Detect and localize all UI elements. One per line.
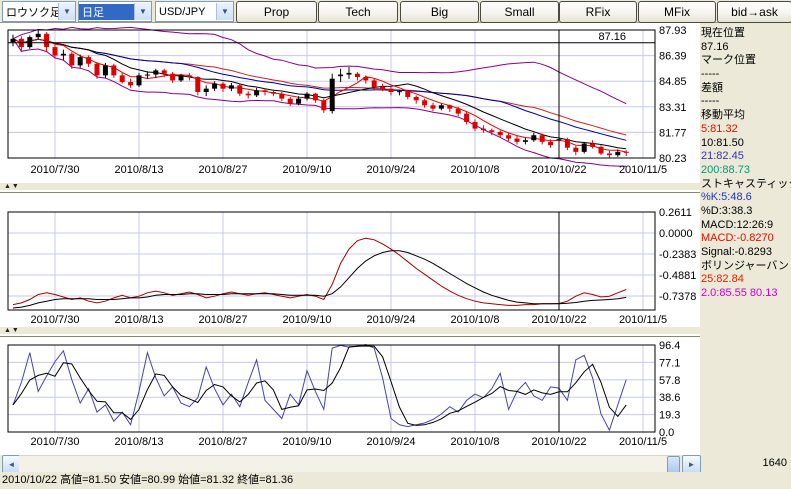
svg-text:2010/10/8: 2010/10/8: [451, 436, 500, 448]
svg-text:87.93: 87.93: [659, 25, 687, 37]
svg-text:2010/7/30: 2010/7/30: [31, 314, 80, 326]
svg-text:2010/8/13: 2010/8/13: [115, 314, 164, 326]
svg-text:81.77: 81.77: [659, 127, 687, 139]
svg-text:2010/9/10: 2010/9/10: [283, 164, 332, 176]
sidebar-value-line: %K:5:48.6: [701, 191, 752, 204]
sidebar-value-line: -----: [701, 68, 720, 81]
sidebar-value-line: 5:81.32: [701, 122, 738, 135]
svg-text:77.1: 77.1: [659, 357, 680, 369]
chart-type-select[interactable]: ロウソク足 ▼: [2, 1, 76, 22]
svg-text:0.0: 0.0: [659, 427, 674, 439]
sidebar-value-line: 25:82.84: [701, 273, 744, 286]
splitter-updown-icon[interactable]: ▲▼: [4, 327, 20, 334]
select-value: 日足: [79, 3, 134, 20]
toolbar-button-bidask[interactable]: bid→ask: [717, 1, 791, 23]
svg-text:2010/10/22: 2010/10/22: [531, 164, 586, 176]
svg-text:0.2611: 0.2611: [659, 207, 692, 219]
svg-text:2010/10/8: 2010/10/8: [451, 164, 500, 176]
sidebar-value-line: 2.0:85.55 80.13: [701, 287, 778, 300]
timeframe-select[interactable]: 日足 ▼: [78, 1, 152, 22]
svg-text:2010/7/30: 2010/7/30: [31, 164, 80, 176]
svg-text:84.85: 84.85: [659, 76, 687, 88]
svg-text:2010/8/27: 2010/8/27: [199, 436, 248, 448]
svg-text:2010/10/22: 2010/10/22: [531, 436, 586, 448]
toolbar-button-small[interactable]: Small: [480, 1, 559, 23]
sidebar-value-line: 現在位置: [701, 27, 745, 39]
svg-text:-0.4881: -0.4881: [659, 270, 696, 282]
scrollbar-track[interactable]: [19, 455, 680, 475]
svg-text:2010/9/24: 2010/9/24: [367, 314, 416, 326]
svg-text:2010/8/27: 2010/8/27: [199, 164, 248, 176]
svg-text:38.6: 38.6: [659, 392, 680, 404]
indicator-value-sidebar: 現在位置 87.16 マーク位置 ----- 差額 ----- 移動平均 5:81.32 10:…: [701, 27, 791, 455]
sidebar-value-line: MACD:-0.8270: [701, 232, 774, 245]
price-chart-canvas[interactable]: 87.16 2010/7/30 2010/8/13 2010/8/27 2010/9/1…: [0, 23, 700, 183]
svg-text:2010/11/5: 2010/11/5: [619, 164, 667, 176]
svg-text:2010/8/27: 2010/8/27: [199, 314, 248, 326]
sidebar-value-line: マーク位置: [701, 54, 756, 67]
toolbar-button-prop[interactable]: Prop: [236, 1, 317, 23]
svg-text:2010/11/5: 2010/11/5: [619, 436, 667, 448]
splitter-updown-icon[interactable]: ▲▼: [4, 183, 20, 190]
svg-text:19.3: 19.3: [659, 410, 680, 422]
sidebar-value-line: Signal:-0.8293: [701, 246, 772, 258]
svg-text:2010/10/22: 2010/10/22: [531, 314, 586, 326]
sidebar-value-line: ボリンジャーバンド: [701, 259, 791, 272]
svg-text:57.8: 57.8: [659, 375, 680, 387]
chevron-down-icon[interactable]: ▼: [216, 3, 233, 20]
currency-pair-select[interactable]: USD/JPY ▼: [155, 1, 234, 22]
sidebar-value-line: 21:82.45: [701, 150, 744, 163]
sidebar-value-line: 200:88.73: [701, 163, 750, 176]
svg-text:2010/7/30: 2010/7/30: [31, 436, 80, 448]
svg-text:-0.7378: -0.7378: [659, 291, 696, 303]
svg-text:2010/9/24: 2010/9/24: [367, 436, 416, 448]
sidebar-value-line: %D:3:38.3: [701, 204, 753, 217]
svg-text:2010/9/24: 2010/9/24: [367, 164, 416, 176]
svg-text:83.31: 83.31: [659, 102, 687, 114]
chart-column: 87.16 2010/7/30 2010/8/13 2010/8/27 2010/9/1…: [0, 23, 700, 455]
svg-text:2010/8/13: 2010/8/13: [115, 436, 164, 448]
svg-text:86.39: 86.39: [659, 51, 687, 63]
sidebar-value-line: MACD:12:26:9: [701, 218, 774, 231]
svg-text:2010/11/5: 2010/11/5: [619, 314, 667, 326]
toolbar-button-big[interactable]: Big: [400, 1, 479, 23]
record-counter: 1640: [762, 457, 787, 469]
svg-text:2010/10/8: 2010/10/8: [451, 314, 500, 326]
horizontal-scrollbar: ◄ ► 1640: [0, 455, 791, 475]
svg-text:80.23: 80.23: [659, 153, 687, 165]
status-bar: 2010/10/22 高値=81.50 安値=80.99 始値=81.32 終値…: [0, 472, 791, 489]
macd-chart-canvas[interactable]: 2010/7/30 2010/8/13 2010/8/27 2010/9/10 2010…: [0, 192, 700, 327]
chevron-down-icon[interactable]: ▼: [58, 3, 75, 20]
svg-text:87.16: 87.16: [598, 31, 626, 43]
splitter-macd[interactable]: ▲▼: [0, 183, 700, 193]
svg-text:2010/8/13: 2010/8/13: [115, 164, 164, 176]
splitter-stoch[interactable]: ▲▼: [0, 327, 700, 337]
toolbar-button-tech[interactable]: Tech: [318, 1, 398, 23]
toolbar: ロウソク足 ▼ 日足 ▼ USD/JPY ▼ Prop Tech Big Small RFix MFi…: [0, 0, 791, 23]
select-value: USD/JPY: [159, 5, 206, 18]
toolbar-button-rfix[interactable]: RFix: [559, 1, 637, 23]
toolbar-button-mfix[interactable]: MFix: [638, 1, 716, 23]
chevron-down-icon[interactable]: ▼: [134, 3, 151, 20]
sidebar-value-line: 移動平均: [701, 109, 745, 122]
sidebar-value-line: 87.16: [701, 40, 729, 53]
svg-text:96.4: 96.4: [659, 340, 680, 352]
sidebar-value-line: ストキャスティックス: [701, 177, 791, 190]
sidebar-value-line: 差額: [701, 81, 723, 94]
svg-text:2010/9/10: 2010/9/10: [283, 436, 332, 448]
svg-text:-0.2383: -0.2383: [659, 249, 696, 261]
select-value: ロウソク足: [6, 6, 58, 19]
svg-text:2010/9/10: 2010/9/10: [283, 314, 332, 326]
svg-text:0.0000: 0.0000: [659, 228, 693, 240]
stochastics-chart-canvas[interactable]: 2010/7/30 2010/8/13 2010/8/27 2010/9/10 2010…: [0, 336, 700, 455]
sidebar-value-line: 10:81.50: [701, 136, 744, 149]
sidebar-value-line: -----: [701, 95, 720, 108]
